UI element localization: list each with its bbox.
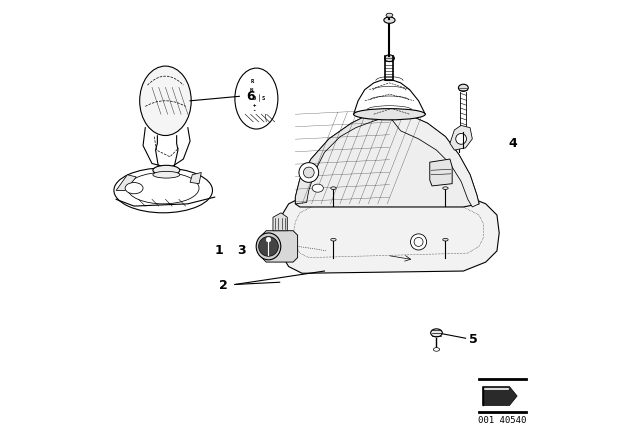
Text: 5: 5 — [468, 332, 477, 346]
Circle shape — [259, 237, 278, 256]
Ellipse shape — [114, 168, 212, 213]
Ellipse shape — [140, 66, 191, 135]
Ellipse shape — [443, 238, 448, 241]
Circle shape — [266, 237, 271, 242]
Polygon shape — [273, 213, 287, 231]
Text: 6: 6 — [246, 90, 255, 103]
Text: D: D — [253, 95, 256, 101]
Circle shape — [303, 167, 314, 178]
Ellipse shape — [331, 238, 336, 241]
Polygon shape — [389, 110, 479, 207]
Ellipse shape — [354, 109, 425, 120]
Ellipse shape — [127, 172, 199, 204]
Ellipse shape — [125, 182, 143, 194]
Ellipse shape — [385, 55, 394, 62]
Ellipse shape — [431, 329, 442, 337]
Ellipse shape — [256, 233, 281, 260]
Circle shape — [456, 134, 467, 144]
Text: R: R — [250, 79, 253, 84]
Ellipse shape — [153, 172, 180, 178]
Text: 1: 1 — [215, 244, 224, 258]
Ellipse shape — [433, 348, 440, 351]
Text: 001 40540: 001 40540 — [478, 416, 527, 425]
Polygon shape — [262, 231, 298, 262]
Text: N: N — [250, 88, 253, 93]
Text: 2: 2 — [220, 279, 228, 293]
Polygon shape — [296, 110, 479, 207]
Polygon shape — [483, 387, 517, 405]
Polygon shape — [116, 175, 136, 190]
Text: S: S — [262, 95, 265, 101]
Text: +: + — [253, 103, 256, 108]
Polygon shape — [280, 190, 499, 273]
Ellipse shape — [312, 184, 323, 192]
Ellipse shape — [331, 187, 336, 190]
Polygon shape — [450, 125, 472, 150]
Polygon shape — [296, 110, 389, 204]
Text: 3: 3 — [237, 244, 246, 258]
Ellipse shape — [153, 165, 180, 175]
Ellipse shape — [458, 84, 468, 91]
Circle shape — [299, 163, 319, 182]
Ellipse shape — [235, 68, 278, 129]
Text: 4: 4 — [508, 137, 517, 150]
Ellipse shape — [386, 13, 393, 17]
Text: -: - — [253, 108, 256, 114]
Circle shape — [410, 234, 427, 250]
Circle shape — [414, 237, 423, 246]
Polygon shape — [190, 172, 202, 184]
Ellipse shape — [384, 17, 395, 23]
Ellipse shape — [443, 187, 448, 190]
Polygon shape — [430, 159, 452, 186]
